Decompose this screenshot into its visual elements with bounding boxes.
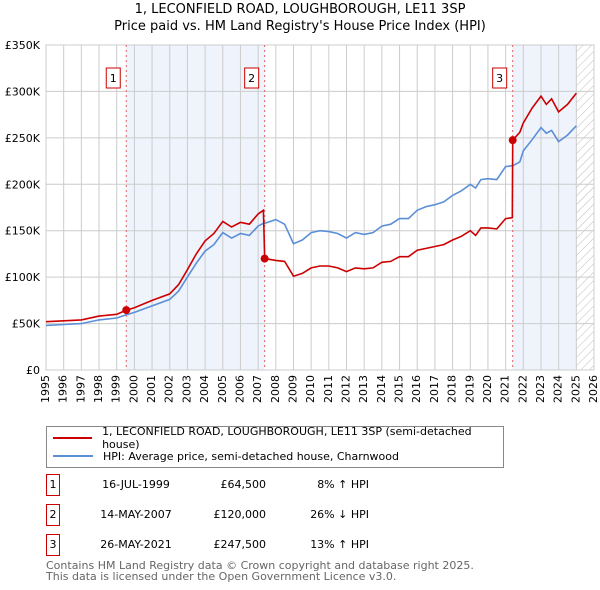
legend-swatch-blue <box>53 455 93 457</box>
chart-title: 1, LECONFIELD ROAD, LOUGHBOROUGH, LE11 3… <box>134 2 466 17</box>
x-tick-label: 1996 <box>57 375 70 403</box>
x-tick-label: 2009 <box>286 375 299 403</box>
sale-point <box>122 306 131 315</box>
sale-number: 3 <box>46 534 60 556</box>
x-tick-label: 2011 <box>322 375 335 403</box>
x-tick-label: 2010 <box>304 375 317 403</box>
x-tick-label: 2022 <box>516 375 529 403</box>
sale-label-box <box>492 67 508 89</box>
sale-label: 3 <box>496 72 503 85</box>
x-tick-label: 2012 <box>340 375 353 403</box>
legend-swatch-red <box>53 437 93 439</box>
sale-hpi-diff: 13% ↑ HPI <box>310 538 369 551</box>
y-tick-label: £150K <box>5 225 41 238</box>
x-tick-label: 2001 <box>145 375 158 403</box>
x-tick-label: 2007 <box>251 375 264 403</box>
sale-hpi-diff: 26% ↓ HPI <box>310 508 369 521</box>
x-tick-label: 2005 <box>216 375 229 403</box>
y-tick-label: £350K <box>5 39 41 52</box>
sale-label: 2 <box>248 72 255 85</box>
sale-number: 2 <box>46 504 60 526</box>
x-tick-label: 2019 <box>463 375 476 403</box>
x-tick-label: 2000 <box>127 375 140 403</box>
sale-date: 26-MAY-2021 <box>100 538 172 551</box>
plot-area: 1995 1996 1997 1998 1999 2000 2001 2002 2003 2004… <box>5 39 600 403</box>
property-price-line <box>45 92 577 323</box>
y-tick-label: £50K <box>12 318 41 331</box>
x-tick-label: 2020 <box>481 375 494 403</box>
x-tick-label: 2002 <box>163 375 176 403</box>
y-tick-label: £300K <box>5 85 41 98</box>
y-tick-label: £200K <box>5 178 41 191</box>
x-tick-label: 1999 <box>110 375 123 403</box>
x-tick-label: 1997 <box>74 375 87 403</box>
sale-hpi-diff: 8% ↑ HPI <box>317 478 369 491</box>
y-tick-label: £0 <box>26 364 40 377</box>
x-tick-label: 1998 <box>92 375 105 403</box>
sale-price: £120,000 <box>213 508 267 521</box>
x-tick-label: 2006 <box>233 375 246 403</box>
sale-label-box <box>105 67 121 89</box>
y-tick-label: £100K <box>5 271 41 284</box>
sale-date: 16-JUL-1999 <box>102 478 170 491</box>
x-tick-label: 2017 <box>428 375 441 403</box>
legend: 1, LECONFIELD ROAD, LOUGHBOROUGH, LE11 3… <box>46 425 504 468</box>
sale-label-box <box>244 67 260 89</box>
x-tick-label: 2015 <box>393 375 406 403</box>
x-tick-label: 2013 <box>357 375 370 403</box>
x-tick-label: 2014 <box>375 375 388 403</box>
shaded-period <box>512 45 577 370</box>
legend-label: 1, LECONFIELD ROAD, LOUGHBOROUGH, LE11 3… <box>102 425 472 451</box>
sale-price: £247,500 <box>213 538 267 551</box>
x-tick-label: 2023 <box>534 375 547 403</box>
footer-line: This data is licensed under the Open Gov… <box>46 570 397 583</box>
x-tick-label: 2025 <box>569 375 582 403</box>
legend-item-property: 1, LECONFIELD ROAD, LOUGHBOROUGH, LE11 3… <box>53 425 503 451</box>
x-tick-label: 2024 <box>552 375 565 403</box>
x-tick-label: 2018 <box>446 375 459 403</box>
x-tick-label: 2021 <box>499 375 512 403</box>
shaded-period <box>126 45 265 370</box>
x-tick-label: 2004 <box>198 375 211 403</box>
x-tick-label: 2016 <box>410 375 423 403</box>
footer-line: Contains HM Land Registry data © Crown c… <box>46 559 474 572</box>
x-tick-label: 2026 <box>587 375 600 403</box>
legend-item-hpi: HPI: Average price, semi-detached house,… <box>53 448 399 464</box>
sale-price: £64,500 <box>220 478 267 491</box>
sale-point <box>508 136 517 145</box>
plot-border <box>45 44 595 371</box>
x-tick-label: 1995 <box>39 375 52 403</box>
footer: Contains HM Land Registry data © Crown c… <box>46 560 474 582</box>
x-tick-label: 2003 <box>180 375 193 403</box>
chart-subtitle: Price paid vs. HM Land Registry's House … <box>114 19 486 34</box>
y-tick-label: £250K <box>5 132 41 145</box>
legend-label: HPI: Average price, semi-detached house,… <box>103 449 399 463</box>
x-tick-label: 2008 <box>269 375 282 403</box>
sale-label: 1 <box>110 72 117 85</box>
sale-point <box>260 254 269 263</box>
sale-date: 14-MAY-2007 <box>100 508 172 521</box>
sale-number: 1 <box>46 474 60 496</box>
forecast-hatch <box>576 45 594 370</box>
